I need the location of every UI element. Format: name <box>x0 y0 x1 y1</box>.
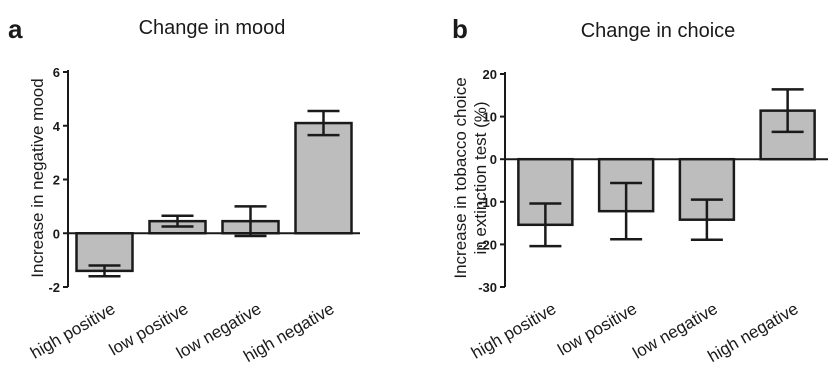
panel-b-y-tick-label: 20 <box>483 67 497 82</box>
panel-b-y-tick-label: 10 <box>483 110 497 125</box>
panel-b-category-label: high positive <box>468 299 559 363</box>
panel-b-y-tick-label: -10 <box>478 195 497 210</box>
panel-a-y-tick-label: 4 <box>53 119 61 134</box>
panel-b-category-label: low positive <box>555 299 641 359</box>
panel-b-y-axis-label-line-2: in extinction test (%) <box>471 101 490 254</box>
panel-a: a Change in mood Increase in negative mo… <box>8 14 360 366</box>
panel-a-letter: a <box>8 14 23 44</box>
panel-a-y-tick-label: 2 <box>53 173 60 188</box>
panel-a-y-axis-label: Increase in negative mood <box>28 78 47 277</box>
panel-b-y-axis-label-line-1: Increase in tobacco choice <box>451 77 470 278</box>
panel-a-category-label: high positive <box>27 299 118 363</box>
panel-b-y-tick-label: 0 <box>490 152 497 167</box>
panel-b-category-label: high negative <box>705 299 802 366</box>
panel-b: b Change in choice Increase in tobacco c… <box>451 14 828 366</box>
panel-b-y-tick-label: -20 <box>478 237 497 252</box>
panel-a-y-tick-label: 6 <box>53 65 60 80</box>
panel-a-bar-high-negative <box>294 121 353 235</box>
panel-a-title: Change in mood <box>139 17 286 39</box>
panel-a-y-tick-label: 0 <box>53 226 60 241</box>
panel-b-letter: b <box>452 14 468 44</box>
panel-b-title: Change in choice <box>581 20 736 42</box>
panel-a-y-tick-label: -2 <box>48 280 60 295</box>
panel-b-y-tick-label: -30 <box>478 280 497 295</box>
